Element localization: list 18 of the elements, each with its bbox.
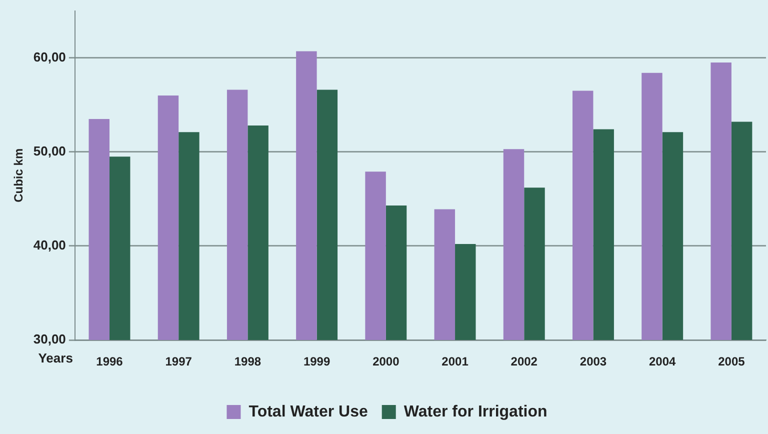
x-tick-label: 1998 bbox=[234, 354, 262, 369]
legend-label: Water for Irrigation bbox=[404, 403, 548, 420]
y-tick-label: 50,00 bbox=[33, 143, 66, 158]
x-tick-label: 2003 bbox=[580, 354, 607, 369]
x-tick-label: 2004 bbox=[648, 354, 676, 369]
y-tick-label: 40,00 bbox=[33, 238, 66, 253]
x-tick-label: 1996 bbox=[96, 354, 124, 369]
legend-label: Total Water Use bbox=[248, 403, 368, 420]
x-axis-title: Years bbox=[38, 350, 73, 366]
x-tick-label: 2001 bbox=[442, 354, 469, 369]
x-tick-label: 2000 bbox=[372, 354, 400, 369]
x-tick-label: 1997 bbox=[165, 354, 192, 369]
y-tick-label: 30,00 bbox=[33, 332, 66, 347]
y-tick-label: 60,00 bbox=[33, 49, 66, 64]
y-axis-title: Cubic km bbox=[12, 148, 26, 202]
x-tick-label: 2005 bbox=[718, 354, 746, 369]
x-tick-label: 2002 bbox=[510, 354, 538, 369]
x-tick-label: 1999 bbox=[303, 354, 330, 369]
